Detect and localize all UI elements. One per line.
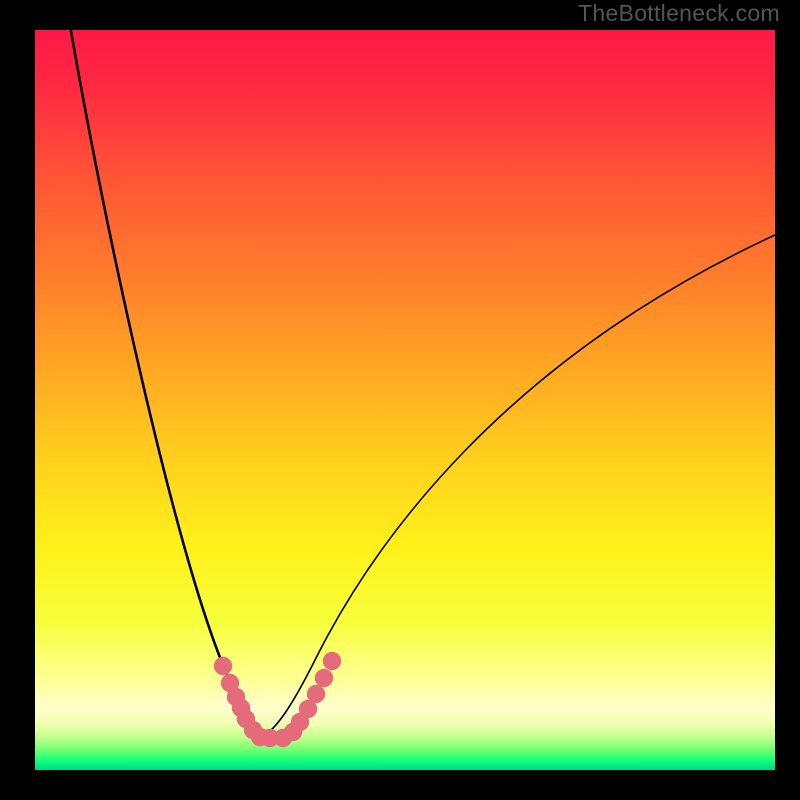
plot-svg (35, 30, 775, 770)
chart-frame: TheBottleneck.com (0, 0, 800, 800)
plot-area (35, 30, 775, 770)
marker-dot (214, 657, 232, 675)
marker-dot (315, 669, 333, 687)
watermark-text: TheBottleneck.com (578, 0, 780, 27)
marker-dot (307, 685, 325, 703)
marker-dot (323, 652, 341, 670)
